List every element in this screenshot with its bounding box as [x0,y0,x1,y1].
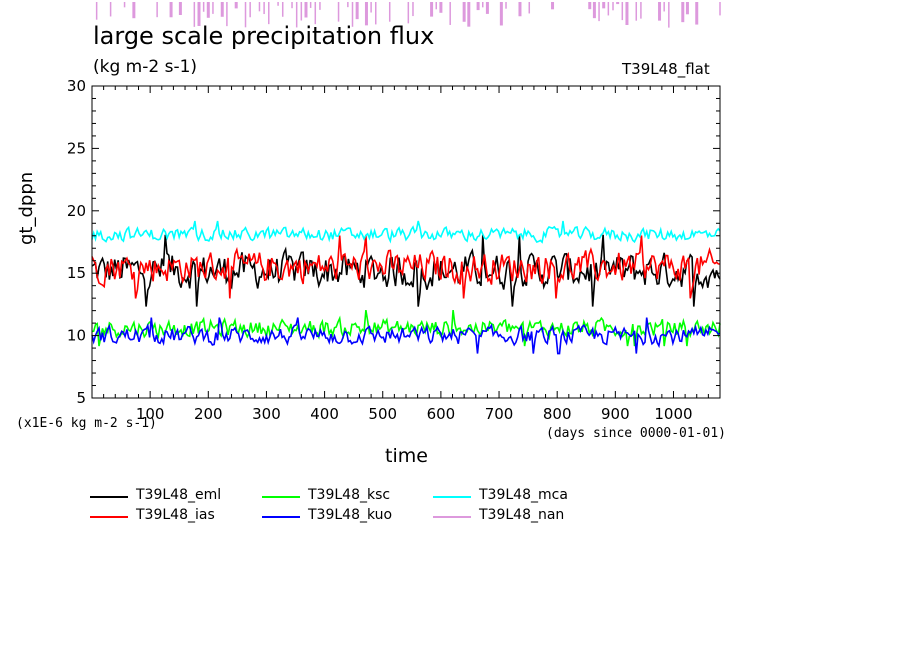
legend-swatch [433,496,471,498]
x-units-note: (days since 0000-01-01) [546,426,727,441]
y-tick-label: 5 [76,389,86,407]
legend-label: T39L48_eml [136,487,222,503]
legend-swatch [262,516,300,518]
plot-frame [91,85,721,399]
model-label: T39L48_flat [622,60,710,78]
x-tick-label: 700 [485,405,514,423]
legend-swatch [90,496,128,498]
x-tick-label: 800 [543,405,572,423]
y-tick-label: 25 [67,139,86,157]
y-tick-label: 15 [67,264,86,282]
legend-swatch [262,496,300,498]
series-line-T39L48_ksc [91,309,721,347]
series-line-T39L48_mca [91,220,721,244]
x-tick-label: 600 [427,405,456,423]
y-tick-label: 20 [67,202,86,220]
legend-label: T39L48_ksc [308,487,391,503]
legend-label: T39L48_nan [479,507,565,523]
x-tick-label: 400 [310,405,339,423]
chart-units: (kg m-2 s-1) [93,57,198,77]
y-tick-label: 10 [67,327,86,345]
x-tick-label: 500 [368,405,397,423]
series-line-T39L48_kuo [91,317,721,355]
x-tick-label: 900 [601,405,630,423]
series-line-T39L48_eml [91,234,721,307]
legend-label: T39L48_ias [136,507,215,523]
y-scale-note: (x1E-6 kg m-2 s-1) [16,416,157,431]
series-line-T39L48_ias [91,235,721,299]
legend-swatch [90,516,128,518]
legend-label: T39L48_kuo [308,507,393,523]
legend-swatch [433,516,471,518]
x-tick-label: 1000 [654,405,692,423]
x-axis-label: time [385,445,428,467]
x-tick-label: 100 [136,405,165,423]
chart-title: large scale precipitation flux [93,22,435,50]
x-tick-label: 300 [252,405,281,423]
legend-label: T39L48_mca [479,487,568,503]
y-tick-label: 30 [67,77,86,95]
x-tick-label: 200 [194,405,223,423]
